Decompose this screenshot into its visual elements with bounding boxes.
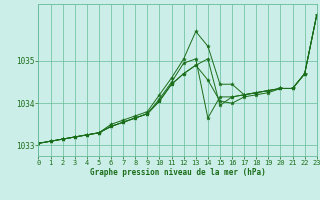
- X-axis label: Graphe pression niveau de la mer (hPa): Graphe pression niveau de la mer (hPa): [90, 168, 266, 177]
